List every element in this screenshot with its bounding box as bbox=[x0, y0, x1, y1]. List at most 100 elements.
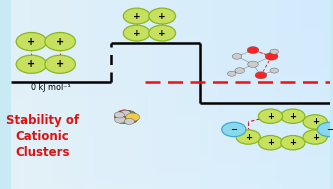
Bar bbox=[167, 0, 170, 189]
Circle shape bbox=[117, 110, 132, 119]
Bar bbox=[231, 0, 234, 189]
Bar bbox=[11, 30, 329, 34]
Circle shape bbox=[265, 53, 278, 60]
Bar bbox=[49, 0, 52, 189]
Circle shape bbox=[124, 115, 136, 122]
Bar bbox=[310, 0, 314, 189]
Bar bbox=[11, 178, 329, 181]
Bar bbox=[215, 0, 218, 189]
Circle shape bbox=[117, 117, 129, 124]
Circle shape bbox=[222, 122, 246, 137]
Bar bbox=[110, 0, 113, 189]
Bar bbox=[11, 106, 329, 110]
Circle shape bbox=[123, 25, 150, 41]
Circle shape bbox=[281, 136, 305, 150]
Bar bbox=[11, 23, 329, 26]
Bar bbox=[97, 0, 100, 189]
Text: +: + bbox=[312, 132, 319, 142]
Bar bbox=[11, 147, 329, 151]
Circle shape bbox=[227, 71, 236, 76]
Bar bbox=[250, 0, 253, 189]
Circle shape bbox=[247, 47, 259, 53]
Bar bbox=[247, 0, 250, 189]
Bar bbox=[59, 0, 62, 189]
Circle shape bbox=[255, 72, 267, 79]
Bar bbox=[253, 0, 256, 189]
Bar bbox=[304, 0, 307, 189]
Bar bbox=[11, 42, 329, 45]
Circle shape bbox=[125, 116, 138, 123]
Text: +: + bbox=[159, 29, 166, 38]
Circle shape bbox=[16, 55, 47, 73]
Bar bbox=[11, 170, 329, 174]
Bar bbox=[11, 68, 329, 72]
Bar bbox=[320, 0, 323, 189]
Bar bbox=[129, 0, 132, 189]
Bar bbox=[11, 140, 329, 144]
Circle shape bbox=[125, 112, 137, 119]
Text: +: + bbox=[159, 12, 166, 21]
Bar bbox=[11, 136, 329, 140]
Bar bbox=[164, 0, 167, 189]
Bar bbox=[259, 0, 262, 189]
Text: +: + bbox=[56, 37, 64, 46]
Bar bbox=[135, 0, 138, 189]
Bar bbox=[11, 49, 329, 53]
Circle shape bbox=[270, 68, 278, 73]
Bar bbox=[269, 0, 272, 189]
Text: +: + bbox=[27, 37, 36, 46]
Bar bbox=[278, 0, 282, 189]
Bar bbox=[173, 0, 176, 189]
Bar bbox=[285, 0, 288, 189]
Bar bbox=[11, 11, 329, 15]
Bar bbox=[272, 0, 275, 189]
Bar bbox=[317, 0, 320, 189]
Bar bbox=[186, 0, 189, 189]
Bar bbox=[211, 0, 215, 189]
Bar bbox=[11, 19, 329, 23]
Bar bbox=[11, 102, 329, 106]
Bar bbox=[262, 0, 266, 189]
Bar bbox=[68, 0, 71, 189]
Bar bbox=[11, 53, 329, 57]
Bar bbox=[46, 0, 49, 189]
Text: +: + bbox=[245, 132, 252, 142]
Bar bbox=[307, 0, 310, 189]
Bar bbox=[11, 98, 329, 102]
Bar bbox=[39, 0, 43, 189]
Bar bbox=[94, 0, 97, 189]
Text: +: + bbox=[267, 138, 274, 147]
Bar bbox=[170, 0, 173, 189]
Bar bbox=[11, 4, 329, 8]
Circle shape bbox=[149, 8, 175, 24]
Text: +: + bbox=[27, 59, 36, 69]
Bar bbox=[234, 0, 237, 189]
Circle shape bbox=[149, 25, 175, 41]
Bar bbox=[145, 0, 148, 189]
Bar bbox=[84, 0, 87, 189]
Bar bbox=[52, 0, 55, 189]
Bar bbox=[11, 125, 329, 129]
Bar bbox=[17, 0, 20, 189]
Bar bbox=[11, 91, 329, 94]
Bar bbox=[180, 0, 183, 189]
Bar bbox=[218, 0, 221, 189]
Bar bbox=[291, 0, 294, 189]
Bar bbox=[189, 0, 192, 189]
Bar bbox=[126, 0, 129, 189]
Bar bbox=[106, 0, 110, 189]
Bar bbox=[266, 0, 269, 189]
Bar bbox=[183, 0, 186, 189]
Circle shape bbox=[45, 33, 76, 51]
Bar bbox=[288, 0, 291, 189]
Circle shape bbox=[303, 130, 327, 144]
Bar bbox=[161, 0, 164, 189]
Bar bbox=[11, 72, 329, 76]
Bar bbox=[14, 0, 17, 189]
Bar bbox=[205, 0, 208, 189]
Circle shape bbox=[114, 112, 125, 118]
Circle shape bbox=[121, 110, 131, 116]
Bar bbox=[11, 34, 329, 38]
Bar bbox=[11, 129, 329, 132]
Text: +: + bbox=[56, 59, 64, 69]
